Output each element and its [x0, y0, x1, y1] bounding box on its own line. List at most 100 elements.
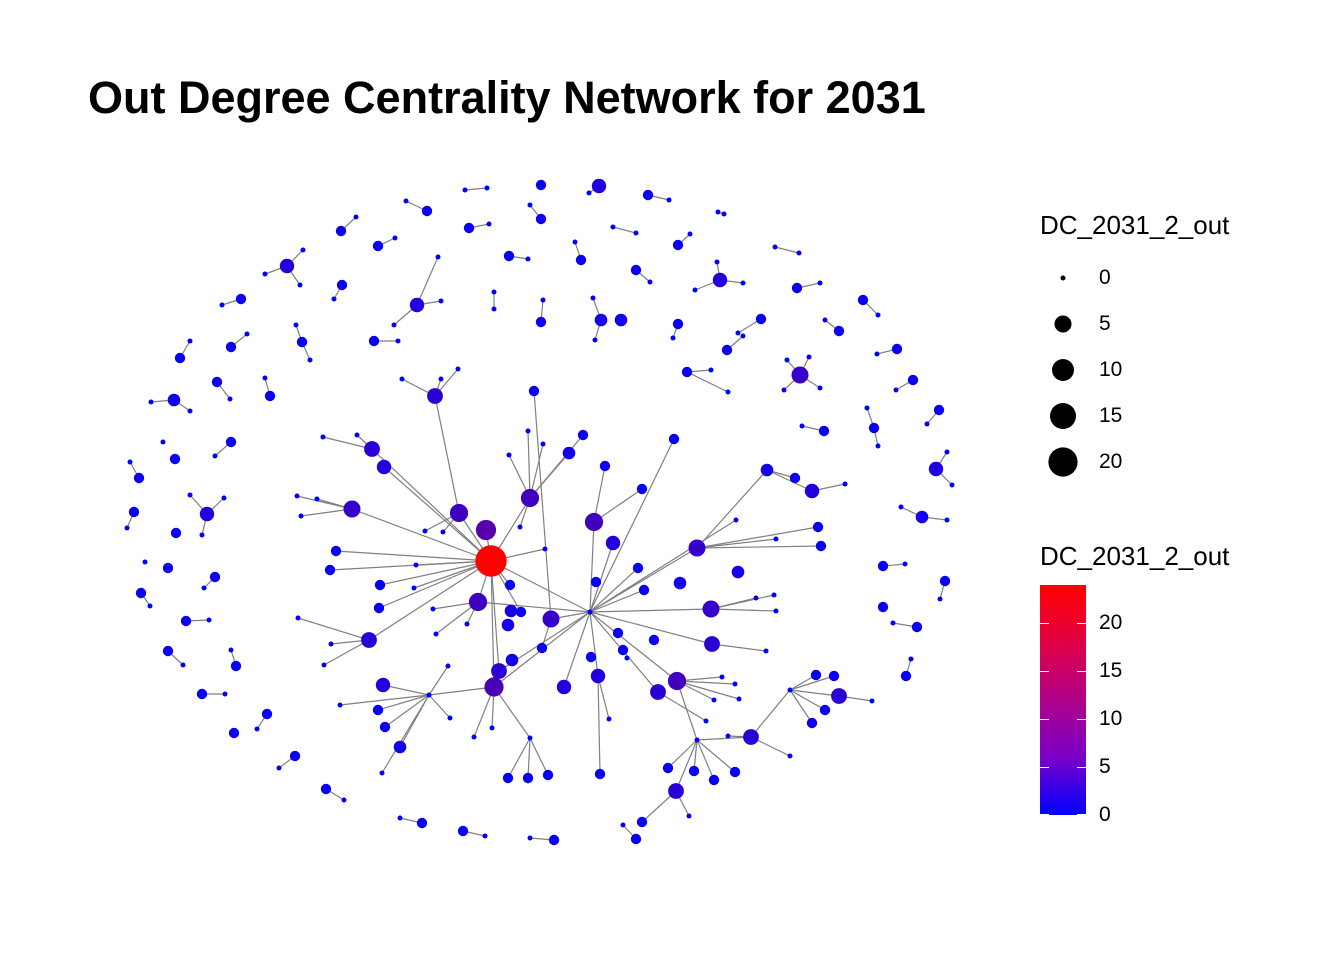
network-node-66: [225, 341, 237, 353]
network-node-73: [174, 352, 186, 364]
network-node-159: [457, 825, 469, 837]
size-key-dot: [1050, 403, 1076, 429]
network-node-255: [731, 565, 745, 579]
network-node-193: [787, 753, 793, 759]
network-node-90: [167, 393, 181, 407]
size-key-dot: [1052, 359, 1074, 381]
network-edge-123: [766, 469, 813, 492]
network-edge-166: [300, 508, 353, 517]
network-node-265: [542, 610, 560, 628]
network-node-83: [708, 367, 714, 373]
network-edge-189: [529, 737, 549, 776]
network-node-277: [590, 668, 606, 684]
network-node-112: [133, 472, 145, 484]
network-node-167: [733, 517, 739, 523]
network-node-51: [590, 295, 596, 301]
network-edge-168: [322, 436, 373, 450]
network-node-221: [321, 662, 327, 668]
network-node-130: [147, 603, 153, 609]
color-key-label: 15: [1099, 659, 1123, 683]
network-node-23: [262, 271, 268, 277]
network-node-70: [395, 338, 401, 344]
network-node-103: [875, 443, 881, 449]
network-edge-7: [612, 226, 637, 234]
network-node-128: [201, 585, 207, 591]
network-node-135: [939, 575, 951, 587]
network-edge-174: [323, 639, 370, 666]
network-node-212: [314, 496, 320, 502]
network-node-48: [491, 289, 497, 295]
network-node-137: [206, 617, 212, 623]
network-node-208: [506, 452, 512, 458]
network-node-41: [331, 296, 337, 302]
network-node-89: [187, 408, 193, 414]
network-edge-148: [789, 689, 826, 711]
network-node-211: [294, 493, 300, 499]
network-edge-24: [416, 256, 439, 306]
network-node-164: [668, 433, 680, 445]
network-node-149: [254, 726, 260, 732]
network-node-145: [908, 656, 914, 662]
network-node-141: [180, 662, 186, 668]
network-node-57: [670, 335, 676, 341]
network-node-9: [527, 202, 533, 208]
network-node-278: [556, 679, 572, 695]
network-edge-117: [696, 469, 768, 549]
network-node-151: [228, 727, 240, 739]
network-node-258: [449, 503, 469, 523]
network-node-45: [391, 322, 397, 328]
network-node-150: [261, 708, 273, 720]
network-node-63: [822, 317, 828, 323]
network-node-180: [719, 674, 725, 680]
network-edge-159: [529, 443, 544, 499]
network-node-120: [944, 449, 950, 455]
network-node-98: [427, 388, 443, 404]
network-node-13: [353, 214, 359, 220]
network-node-246: [590, 576, 602, 588]
network-node-210: [440, 529, 446, 535]
network-node-163: [630, 833, 642, 845]
network-edge-181: [381, 694, 430, 774]
network-node-25: [297, 282, 303, 288]
network-edge-91: [371, 448, 492, 562]
network-node-146: [900, 670, 912, 682]
network-edge-138: [696, 739, 736, 773]
network-node-26: [279, 258, 295, 274]
network-node-32: [772, 244, 778, 250]
network-node-233: [502, 772, 514, 784]
network-node-44: [435, 254, 441, 260]
network-node-262: [364, 441, 380, 457]
network-node-195: [810, 669, 822, 681]
network-node-267: [491, 663, 507, 679]
network-node-272: [704, 636, 720, 652]
network-node-269: [605, 535, 621, 551]
network-node-56: [791, 282, 803, 294]
network-node-93: [262, 375, 268, 381]
color-legend-bar: [1040, 585, 1086, 815]
network-edge-149: [789, 689, 813, 724]
network-node-99: [528, 385, 540, 397]
color-key-tick: [1077, 671, 1086, 673]
network-edge-135: [667, 739, 698, 769]
network-node-117: [199, 532, 205, 538]
network-node-142: [162, 645, 174, 657]
network-node-206: [525, 428, 531, 434]
network-node-218: [464, 621, 470, 627]
network-node-282: [475, 545, 507, 577]
size-key-dot: [1048, 447, 1078, 477]
network-node-28: [503, 250, 515, 262]
network-node-228: [447, 715, 453, 721]
color-key-label: 20: [1099, 611, 1123, 635]
network-node-254: [673, 576, 687, 590]
network-node-157: [416, 817, 428, 829]
network-node-125: [915, 510, 929, 524]
network-edge-175: [428, 686, 495, 696]
network-node-81: [817, 385, 823, 391]
network-edge-193: [378, 560, 492, 609]
network-node-169: [599, 460, 611, 472]
network-edge-134: [696, 736, 752, 741]
network-node-101: [818, 425, 830, 437]
network-node-33: [740, 280, 746, 286]
network-edge-126: [710, 608, 777, 612]
network-node-104: [868, 422, 880, 434]
